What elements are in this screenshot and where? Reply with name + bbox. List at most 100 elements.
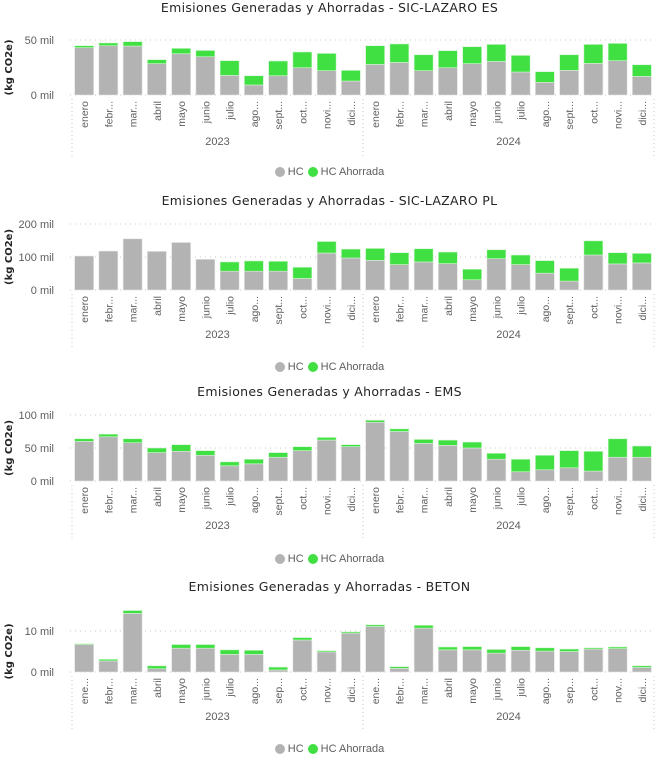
bar-hc-ahorrada[interactable] [607, 43, 628, 61]
bar-hc-ahorrada[interactable] [583, 240, 604, 256]
bar-hc[interactable] [171, 647, 191, 673]
bar-hc[interactable] [195, 259, 216, 291]
bar-hc-ahorrada[interactable] [244, 260, 264, 272]
bar-hc-ahorrada[interactable] [268, 60, 288, 77]
bar-hc-ahorrada[interactable] [583, 647, 604, 650]
bar-hc-ahorrada[interactable] [559, 450, 579, 469]
bar-hc[interactable] [583, 648, 604, 673]
bar-hc-ahorrada[interactable] [341, 631, 361, 634]
bar-hc[interactable] [535, 650, 555, 673]
legend-item-hc-ahorrada[interactable]: HC Ahorrada [307, 166, 384, 178]
bar-hc-ahorrada[interactable] [195, 450, 216, 456]
bar-hc[interactable] [147, 668, 167, 673]
bar-hc-ahorrada[interactable] [413, 624, 434, 629]
bar-hc-ahorrada[interactable] [195, 50, 216, 58]
bar-hc-ahorrada[interactable] [292, 266, 313, 279]
bar-hc-ahorrada[interactable] [122, 438, 143, 444]
bar-hc-ahorrada[interactable] [316, 241, 337, 254]
bar-hc-ahorrada[interactable] [171, 48, 191, 55]
bar-hc-ahorrada[interactable] [268, 666, 288, 671]
bar-hc-ahorrada[interactable] [462, 268, 482, 281]
bar-hc[interactable] [171, 242, 191, 291]
bar-hc-ahorrada[interactable] [510, 55, 531, 73]
bar-hc[interactable] [438, 649, 458, 673]
bar-hc-ahorrada[interactable] [316, 650, 337, 653]
bar-hc[interactable] [632, 667, 652, 673]
bar-hc-ahorrada[interactable] [365, 248, 385, 261]
bar-hc[interactable] [413, 627, 434, 673]
bar-hc-ahorrada[interactable] [462, 46, 482, 64]
bar-hc-ahorrada[interactable] [510, 254, 531, 265]
bar-hc-ahorrada[interactable] [292, 51, 313, 69]
bar-hc-ahorrada[interactable] [316, 437, 337, 441]
bar-hc-ahorrada[interactable] [438, 50, 458, 69]
bar-hc-ahorrada[interactable] [535, 454, 555, 471]
bar-hc-ahorrada[interactable] [535, 260, 555, 274]
bar-hc[interactable] [462, 649, 482, 673]
bar-hc-ahorrada[interactable] [171, 444, 191, 452]
bar-hc-ahorrada[interactable] [219, 261, 240, 272]
bar-hc-ahorrada[interactable] [268, 260, 288, 272]
bar-hc-ahorrada[interactable] [389, 428, 410, 432]
bar-hc[interactable] [147, 251, 167, 291]
legend-item-hc[interactable]: HC [274, 743, 304, 755]
bar-hc-ahorrada[interactable] [607, 252, 628, 265]
bar-hc[interactable] [341, 632, 361, 673]
legend-item-hc[interactable]: HC [274, 361, 304, 373]
bar-hc-ahorrada[interactable] [341, 248, 361, 259]
bar-hc-ahorrada[interactable] [147, 665, 167, 670]
bar-hc-ahorrada[interactable] [98, 658, 119, 662]
bar-hc-ahorrada[interactable] [583, 450, 604, 472]
bar-hc-ahorrada[interactable] [535, 71, 555, 83]
bar-hc-ahorrada[interactable] [147, 59, 167, 64]
bar-hc-ahorrada[interactable] [583, 44, 604, 64]
bar-hc-ahorrada[interactable] [632, 445, 652, 458]
bar-hc-ahorrada[interactable] [122, 610, 143, 614]
bar-hc[interactable] [486, 652, 507, 673]
bar-hc-ahorrada[interactable] [389, 252, 410, 265]
legend-item-hc[interactable]: HC [274, 553, 304, 565]
bar-hc[interactable] [559, 651, 579, 673]
bar-hc-ahorrada[interactable] [219, 461, 240, 467]
bar-hc-ahorrada[interactable] [365, 419, 385, 423]
bar-hc-ahorrada[interactable] [268, 452, 288, 458]
bar-hc-ahorrada[interactable] [486, 44, 507, 62]
bar-hc-ahorrada[interactable] [510, 646, 531, 651]
bar-hc-ahorrada[interactable] [535, 647, 555, 652]
bar-hc-ahorrada[interactable] [98, 433, 119, 438]
bar-hc-ahorrada[interactable] [632, 665, 652, 668]
bar-hc[interactable] [195, 647, 216, 673]
legend-item-hc-ahorrada[interactable]: HC Ahorrada [307, 553, 384, 565]
bar-hc-ahorrada[interactable] [486, 649, 507, 654]
legend-item-hc-ahorrada[interactable]: HC Ahorrada [307, 361, 384, 373]
bar-hc[interactable] [268, 669, 288, 673]
bar-hc[interactable] [244, 654, 264, 673]
bar-hc-ahorrada[interactable] [244, 649, 264, 655]
bar-hc[interactable] [98, 660, 119, 673]
bar-hc-ahorrada[interactable] [413, 54, 434, 71]
bar-hc-ahorrada[interactable] [438, 439, 458, 446]
bar-hc[interactable] [316, 651, 337, 673]
bar-hc[interactable] [292, 639, 313, 673]
bar-hc[interactable] [389, 668, 410, 673]
bar-hc-ahorrada[interactable] [122, 41, 143, 47]
bar-hc-ahorrada[interactable] [607, 646, 628, 649]
bar-hc-ahorrada[interactable] [607, 438, 628, 458]
bar-hc-ahorrada[interactable] [462, 441, 482, 449]
bar-hc-ahorrada[interactable] [171, 644, 191, 649]
bar-hc[interactable] [122, 238, 143, 291]
bar-hc-ahorrada[interactable] [244, 75, 264, 86]
bar-hc-ahorrada[interactable] [510, 458, 531, 473]
bar-hc[interactable] [74, 255, 94, 291]
bar-hc-ahorrada[interactable] [316, 53, 337, 71]
legend-item-hc[interactable]: HC [274, 166, 304, 178]
bar-hc[interactable] [219, 654, 240, 673]
bar-hc[interactable] [510, 649, 531, 673]
bar-hc-ahorrada[interactable] [413, 248, 434, 263]
bar-hc-ahorrada[interactable] [365, 45, 385, 65]
bar-hc-ahorrada[interactable] [219, 649, 240, 655]
bar-hc-ahorrada[interactable] [341, 444, 361, 447]
bar-hc-ahorrada[interactable] [365, 624, 385, 627]
bar-hc-ahorrada[interactable] [389, 666, 410, 669]
bar-hc-ahorrada[interactable] [341, 70, 361, 82]
